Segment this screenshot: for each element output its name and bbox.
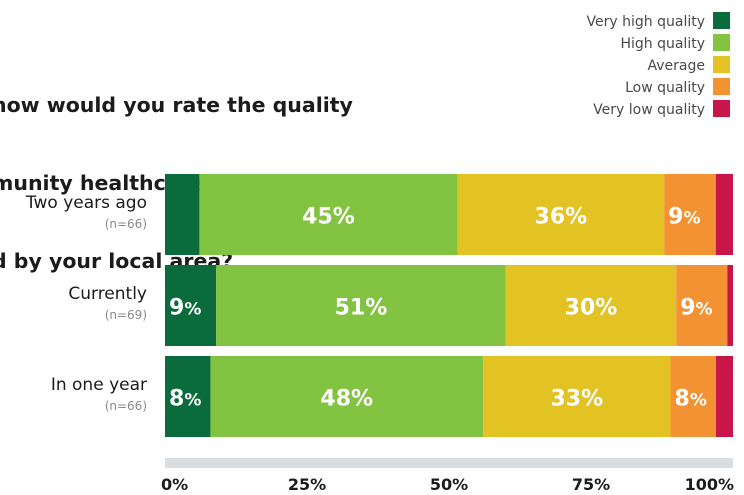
legend-label: Very low quality xyxy=(593,102,705,118)
bar-segment xyxy=(165,265,217,346)
bar-segment xyxy=(199,174,458,255)
sample-size-label: (n=66) xyxy=(105,399,147,413)
chart-title-line: how would you rate the quality xyxy=(0,93,353,117)
category-label: Currently xyxy=(68,284,147,304)
data-label: 51% xyxy=(335,296,388,321)
bar-segment xyxy=(165,174,200,255)
category-label: In one year xyxy=(51,375,147,395)
data-label: 33% xyxy=(550,387,603,412)
data-label: 9% xyxy=(169,296,201,321)
data-label: 48% xyxy=(320,387,373,412)
x-tick-label: 75% xyxy=(572,475,610,494)
sample-size-label: (n=66) xyxy=(105,217,147,231)
bar-segment xyxy=(670,356,716,437)
bar-segment xyxy=(457,174,665,255)
bar-segment xyxy=(483,356,671,437)
x-tick-label: 0% xyxy=(161,475,188,494)
bar-segment xyxy=(676,265,728,346)
legend-label: High quality xyxy=(620,36,705,52)
data-label: 8% xyxy=(675,387,707,412)
x-tick-label: 100% xyxy=(685,475,734,494)
legend-label: Very high quality xyxy=(587,14,705,30)
bar-segment xyxy=(727,265,733,346)
legend-label: Average xyxy=(648,58,706,74)
data-label: 36% xyxy=(535,205,588,230)
data-label: 9% xyxy=(680,296,712,321)
bar-segment xyxy=(664,174,716,255)
data-label: 9% xyxy=(668,205,700,230)
legend-swatch xyxy=(713,12,730,29)
legend-swatch xyxy=(713,56,730,73)
x-tick-label: 50% xyxy=(430,475,468,494)
bar-segment xyxy=(210,356,484,437)
bar-segment xyxy=(216,265,506,346)
data-label: 45% xyxy=(302,205,355,230)
bar-segment xyxy=(165,356,211,437)
sample-size-label: (n=69) xyxy=(105,308,147,322)
data-label: 30% xyxy=(565,296,618,321)
category-label: Two years ago xyxy=(25,193,147,213)
bar-segment xyxy=(715,356,733,437)
legend-label: Low quality xyxy=(625,80,705,96)
legend-swatch xyxy=(713,78,730,95)
x-tick-label: 25% xyxy=(288,475,326,494)
x-axis-track xyxy=(165,458,733,468)
data-label: 8% xyxy=(169,387,201,412)
legend-swatch xyxy=(713,100,730,117)
bar-segment xyxy=(715,174,733,255)
bar-segment xyxy=(505,265,677,346)
legend-swatch xyxy=(713,34,730,51)
